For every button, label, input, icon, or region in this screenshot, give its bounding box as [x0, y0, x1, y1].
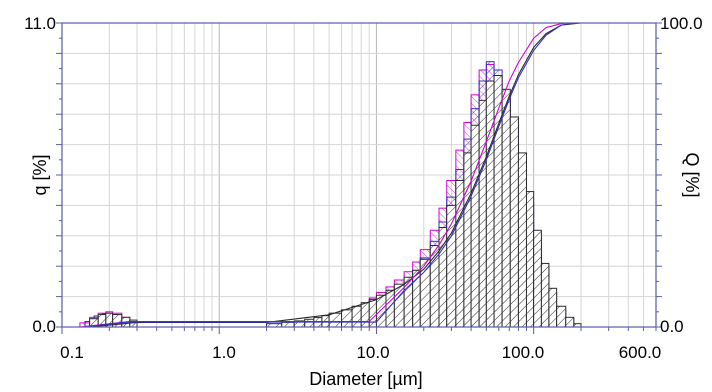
- bar: [556, 305, 567, 328]
- y-left-tick-label: 0.0: [32, 317, 56, 336]
- x-tick-label: 100.0: [502, 343, 545, 362]
- y-left-tick-label: 11.0: [24, 14, 56, 33]
- x-tick-label: 0.1: [60, 343, 84, 362]
- bar: [304, 318, 315, 328]
- x-tick-label: 10.0: [356, 343, 389, 362]
- bar: [533, 229, 542, 328]
- bar: [463, 152, 472, 328]
- bar: [341, 309, 353, 328]
- bar: [485, 80, 495, 328]
- bar: [501, 88, 511, 328]
- cumulative-curve-magenta: [79, 22, 570, 328]
- bar: [403, 276, 414, 328]
- bar: [525, 191, 535, 328]
- x-tick-label: 1.0: [212, 343, 236, 362]
- bar: [470, 124, 480, 328]
- bar: [360, 302, 370, 328]
- bar: [281, 321, 295, 328]
- bar: [351, 305, 362, 328]
- plot-frame: [61, 22, 657, 328]
- bar: [517, 152, 527, 328]
- bar: [548, 287, 558, 328]
- bar: [509, 116, 519, 328]
- bar: [540, 262, 550, 328]
- bar: [478, 99, 487, 328]
- bar: [385, 289, 395, 328]
- series-black-bars: [89, 75, 582, 328]
- bar: [455, 180, 465, 328]
- cumulative-curve-blue: [84, 22, 574, 328]
- cumulative-curves: [79, 22, 582, 328]
- bar: [368, 298, 377, 328]
- grid-lines: [61, 23, 657, 327]
- bar: [375, 294, 387, 328]
- x-tick-label: 600.0: [619, 343, 662, 362]
- y-left-axis-label: q [%]: [30, 154, 50, 195]
- cumulative-curve-black: [89, 22, 582, 328]
- y-right-tick-label: 0.0: [660, 317, 684, 336]
- x-axis-label: Diameter [µm]: [309, 369, 422, 389]
- y-right-axis-label: Q [%]: [682, 152, 702, 197]
- bar: [328, 312, 343, 328]
- bar: [493, 75, 503, 328]
- bar: [393, 283, 405, 328]
- bar: [419, 258, 431, 328]
- bar: [429, 244, 440, 328]
- bar: [565, 316, 575, 328]
- y-right-tick-label: 100.0: [660, 14, 703, 33]
- axis-ticks: [56, 22, 662, 334]
